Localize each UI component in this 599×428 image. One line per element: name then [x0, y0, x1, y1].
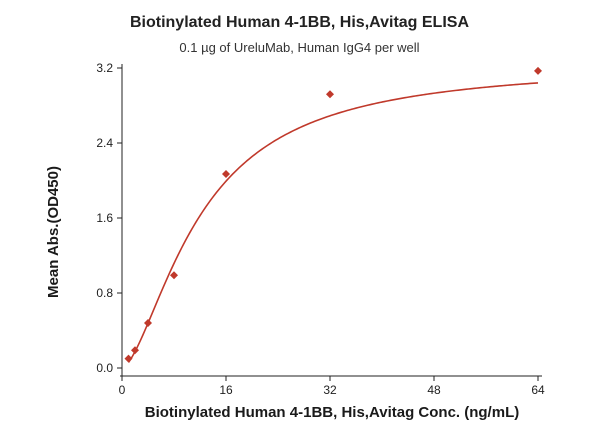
x-tick-label: 48: [427, 383, 441, 397]
data-point: [144, 319, 152, 327]
y-tick-label: 2.4: [96, 136, 113, 150]
y-tick-label: 1.6: [96, 211, 113, 225]
chart-title: Biotinylated Human 4-1BB, His,Avitag ELI…: [129, 14, 469, 31]
data-point: [222, 169, 230, 178]
y-tick-label: 0.8: [96, 286, 113, 300]
x-tick-label: 64: [531, 383, 545, 397]
data-point: [131, 346, 139, 355]
data-point: [124, 354, 133, 363]
x-tick-label: 0: [119, 383, 126, 397]
data-point: [170, 271, 178, 280]
y-tick-label: 3.2: [96, 61, 113, 75]
y-tick-label: 0.0: [96, 361, 113, 375]
data-point: [534, 66, 542, 75]
axes: 0.0 0.8 1.6 2.4 3.2 0 16 32 48 64: [96, 61, 545, 397]
x-axis-title: Biotinylated Human 4-1BB, His,Avitag Con…: [145, 404, 519, 421]
fit-curve: [127, 82, 539, 363]
y-axis-title: Mean Abs.(OD450): [45, 166, 62, 298]
x-tick-label: 16: [219, 383, 233, 397]
data-points: [124, 66, 542, 363]
chart-subtitle: 0.1 µg of UreluMab, Human IgG4 per well: [179, 40, 420, 55]
fit-curve-group: [127, 82, 539, 363]
x-tick-label: 32: [323, 383, 337, 397]
data-point: [326, 90, 334, 99]
